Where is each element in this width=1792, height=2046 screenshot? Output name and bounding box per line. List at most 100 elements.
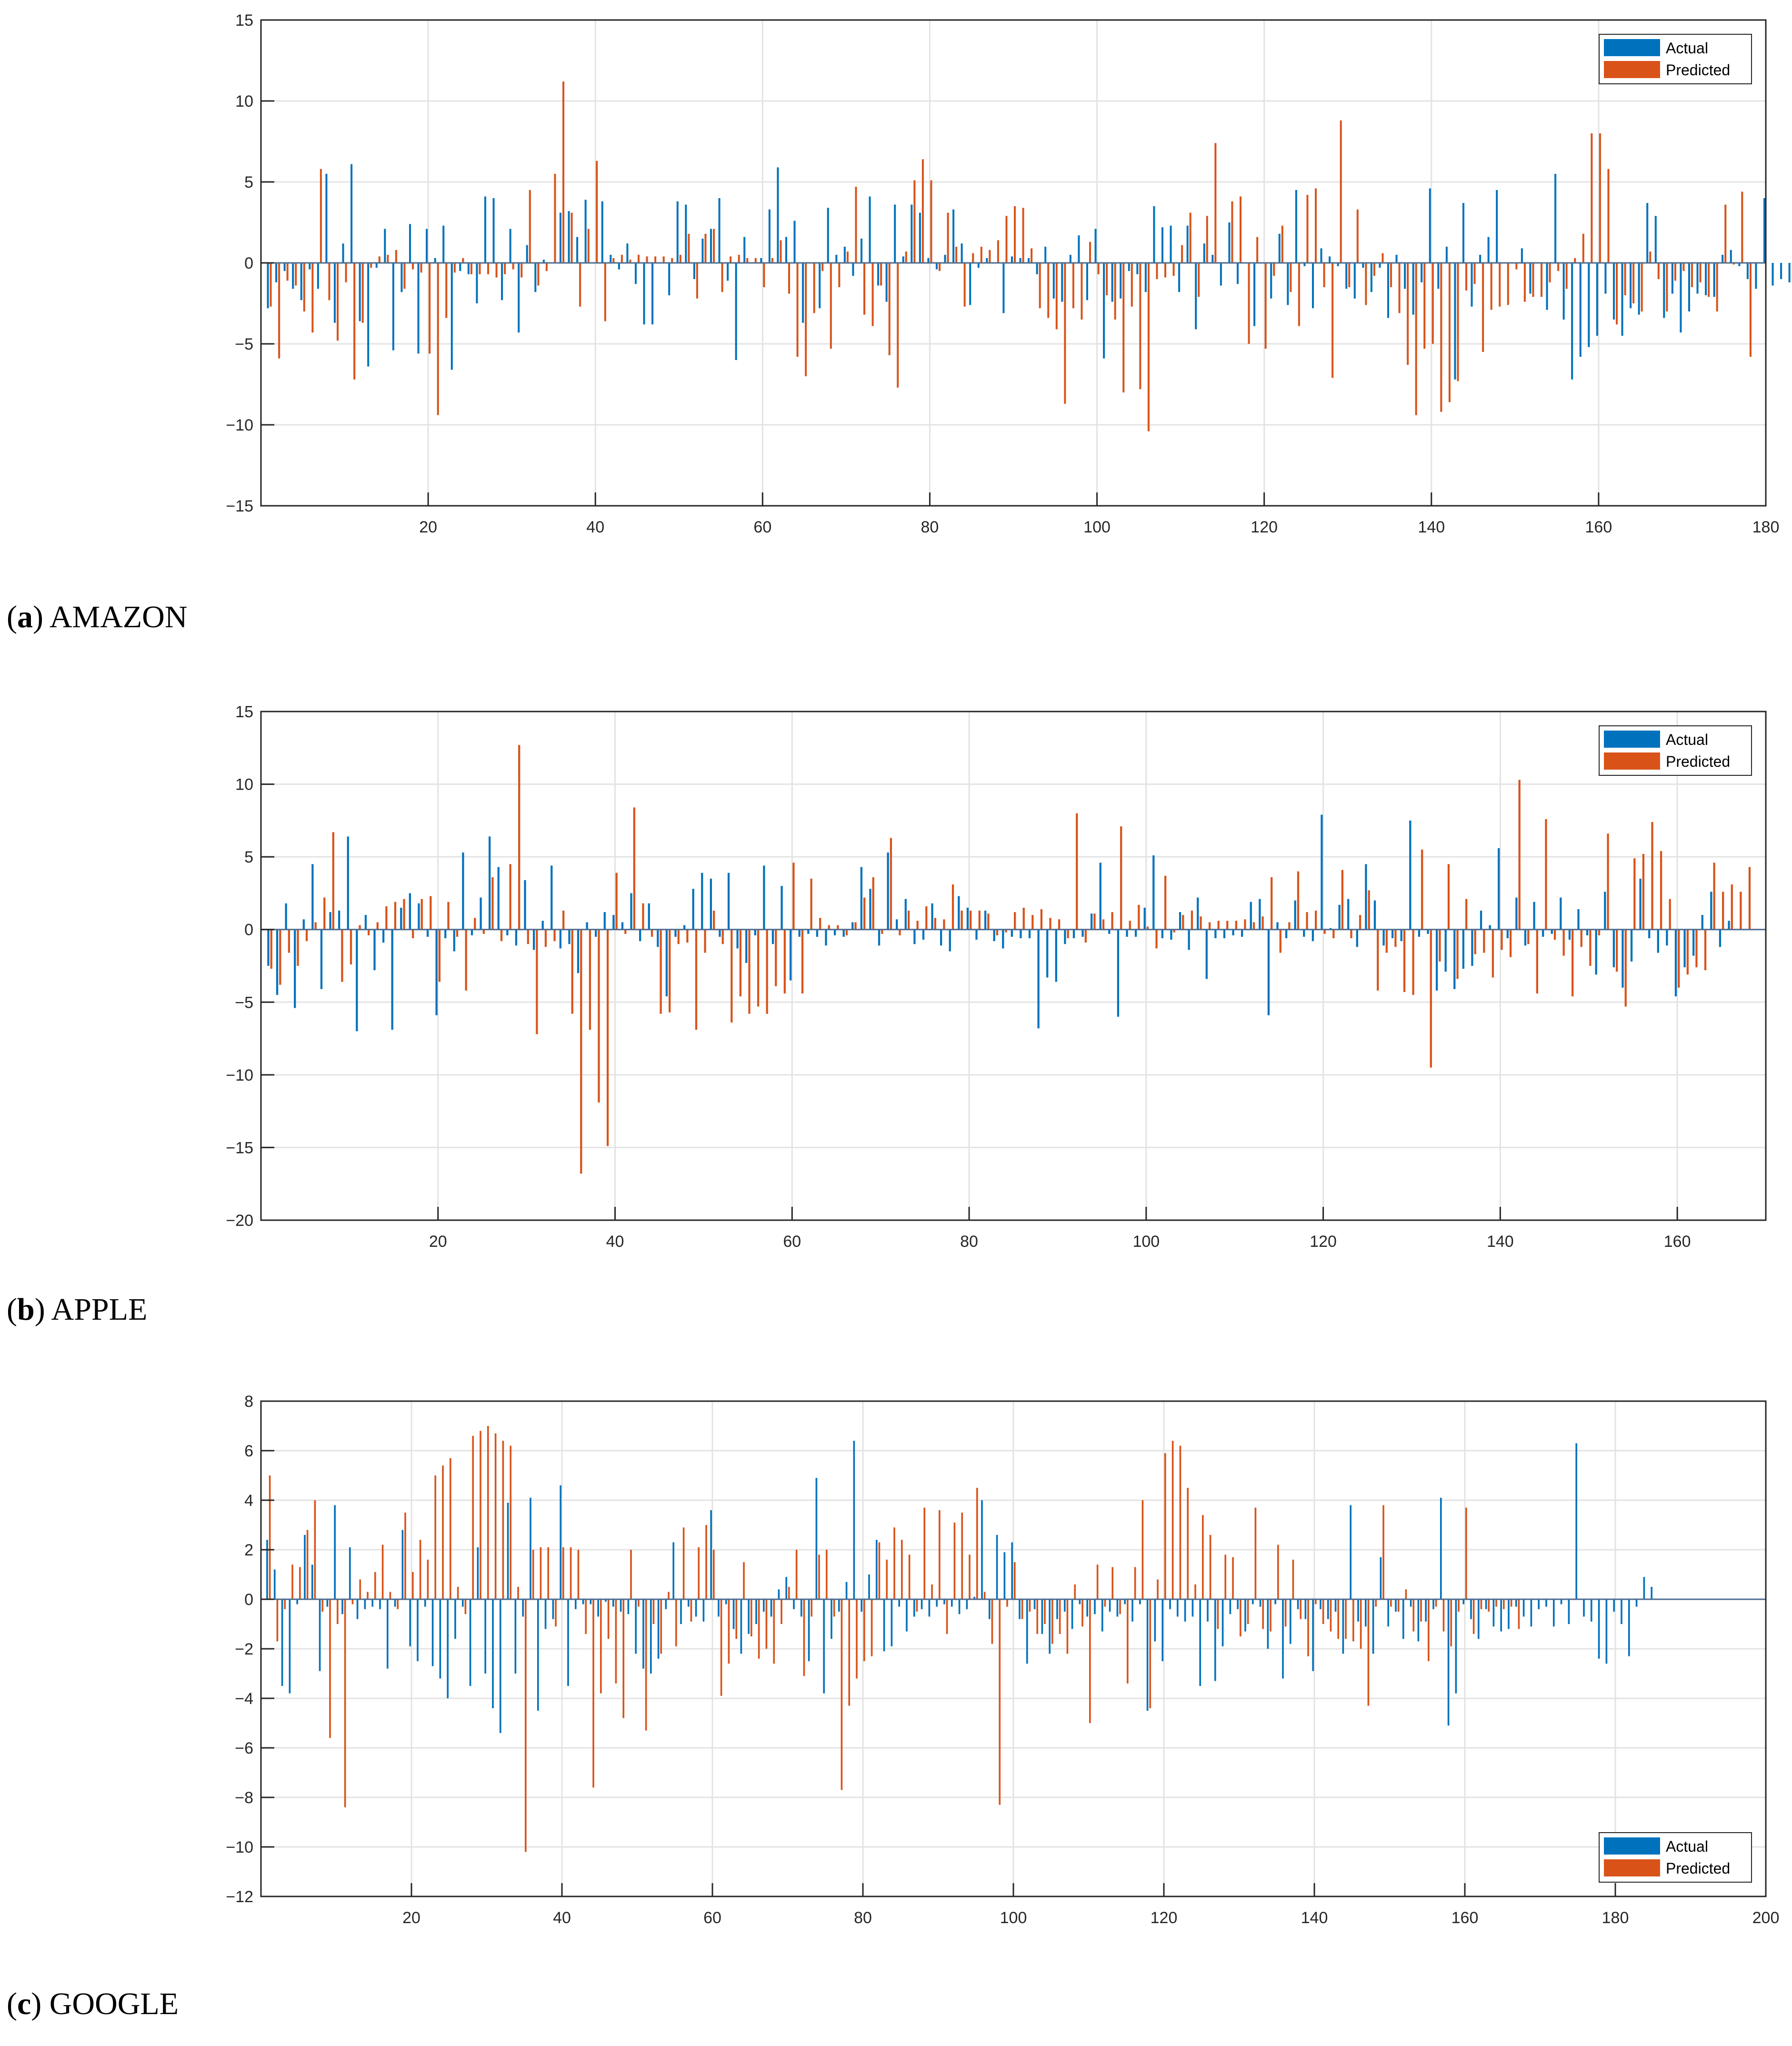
predicted-bar — [854, 922, 857, 930]
predicted-bar — [821, 263, 824, 271]
actual-bar — [1079, 1599, 1081, 1605]
predicted-bar — [299, 1567, 301, 1599]
predicted-bar — [427, 1559, 429, 1599]
predicted-bar — [951, 884, 954, 930]
actual-bar — [334, 1505, 336, 1599]
predicted-bar — [337, 263, 339, 341]
predicted-bar — [1691, 263, 1693, 287]
actual-bar — [1454, 263, 1456, 380]
actual-bar — [1063, 1599, 1066, 1612]
actual-bar — [522, 1599, 524, 1617]
actual-bar — [1365, 864, 1367, 930]
predicted-bar — [1252, 922, 1255, 930]
actual-bar — [851, 922, 854, 930]
actual-bar — [1169, 1599, 1171, 1609]
actual-bar — [526, 245, 528, 263]
actual-bar — [1320, 1599, 1321, 1609]
predicted-bar — [341, 929, 343, 982]
actual-bar — [1117, 929, 1120, 1017]
actual-bar — [480, 897, 482, 930]
actual-bar — [603, 912, 606, 930]
predicted-bar — [996, 929, 999, 935]
predicted-bar — [1131, 263, 1133, 307]
actual-bar — [1304, 1599, 1307, 1619]
actual-bar — [1604, 892, 1606, 930]
actual-bar — [325, 174, 328, 263]
actual-bar — [1086, 263, 1088, 301]
actual-bar — [732, 1599, 735, 1629]
predicted-bar — [525, 1599, 527, 1852]
predicted-bar — [1281, 225, 1283, 263]
actual-bar — [333, 263, 336, 323]
predicted-bar — [1149, 1599, 1151, 1708]
predicted-bar — [660, 1599, 662, 1654]
predicted-bar — [863, 1599, 865, 1661]
predicted-bar — [1044, 1599, 1046, 1624]
x-tick-label: 140 — [1301, 1909, 1328, 1927]
predicted-bar — [381, 1545, 384, 1599]
actual-bar — [1671, 263, 1673, 294]
actual-bar — [484, 196, 486, 263]
actual-bar — [1179, 912, 1181, 930]
actual-bar — [356, 1599, 359, 1619]
predicted-bar — [1523, 263, 1526, 302]
predicted-bar — [1164, 875, 1167, 930]
predicted-bar — [1472, 1599, 1475, 1634]
y-tick-label: 5 — [244, 848, 253, 866]
predicted-bar — [1288, 922, 1291, 930]
actual-bar — [740, 1599, 742, 1654]
actual-bar — [1722, 255, 1724, 263]
actual-bar — [544, 1599, 547, 1629]
predicted-bar — [1398, 263, 1401, 313]
predicted-bar — [1279, 929, 1281, 953]
predicted-bar — [1527, 929, 1530, 944]
actual-bar — [1153, 206, 1155, 263]
actual-bar — [1237, 1599, 1239, 1609]
actual-bar — [1184, 1599, 1186, 1622]
predicted-bar — [555, 1599, 557, 1627]
actual-bar — [1586, 929, 1589, 935]
actual-bar — [650, 1599, 652, 1674]
y-tick-label: 10 — [235, 92, 253, 110]
predicted-bar — [562, 81, 565, 263]
predicted-bar — [720, 1599, 722, 1696]
actual-bar — [347, 836, 349, 930]
predicted-bar — [1006, 1599, 1008, 1607]
actual-bar — [1214, 1599, 1216, 1681]
predicted-bar — [1565, 263, 1568, 289]
predicted-bar — [532, 1550, 534, 1599]
predicted-bar — [328, 263, 330, 301]
actual-bar — [1297, 1599, 1299, 1609]
actual-bar — [1037, 929, 1040, 1029]
predicted-bar — [735, 1599, 738, 1639]
actual-bar — [928, 1599, 931, 1617]
actual-bar — [350, 164, 353, 263]
predicted-bar — [690, 1599, 692, 1622]
predicted-bar — [1382, 253, 1384, 263]
y-tick-label: −15 — [226, 497, 253, 515]
actual-bar — [838, 1599, 840, 1612]
actual-bar — [868, 1575, 870, 1599]
predicted-bar — [450, 1458, 451, 1599]
actual-bar — [777, 167, 779, 263]
predicted-bar — [773, 1599, 775, 1664]
y-tick-label: −10 — [226, 416, 253, 434]
actual-bar — [1287, 263, 1289, 305]
predicted-bar — [403, 263, 406, 289]
predicted-bar — [1254, 1507, 1257, 1599]
actual-bar — [702, 1599, 705, 1622]
actual-bar — [1019, 1599, 1021, 1619]
google-chart: 20 40 60 80 100 120 140 160 180 200−12−10−8−6−4−2… — [226, 1393, 1779, 1927]
predicted-bar — [1407, 263, 1409, 365]
actual-bar — [1598, 1599, 1600, 1659]
predicted-bar — [845, 929, 848, 935]
predicted-bar — [420, 263, 422, 273]
actual-bar — [1036, 263, 1038, 274]
actual-bar — [665, 1599, 667, 1609]
actual-bar — [1136, 263, 1139, 274]
predicted-bar — [314, 922, 317, 930]
predicted-bar — [1373, 263, 1375, 276]
predicted-bar — [1323, 263, 1325, 287]
predicted-bar — [419, 1540, 421, 1599]
actual-bar — [896, 919, 898, 930]
